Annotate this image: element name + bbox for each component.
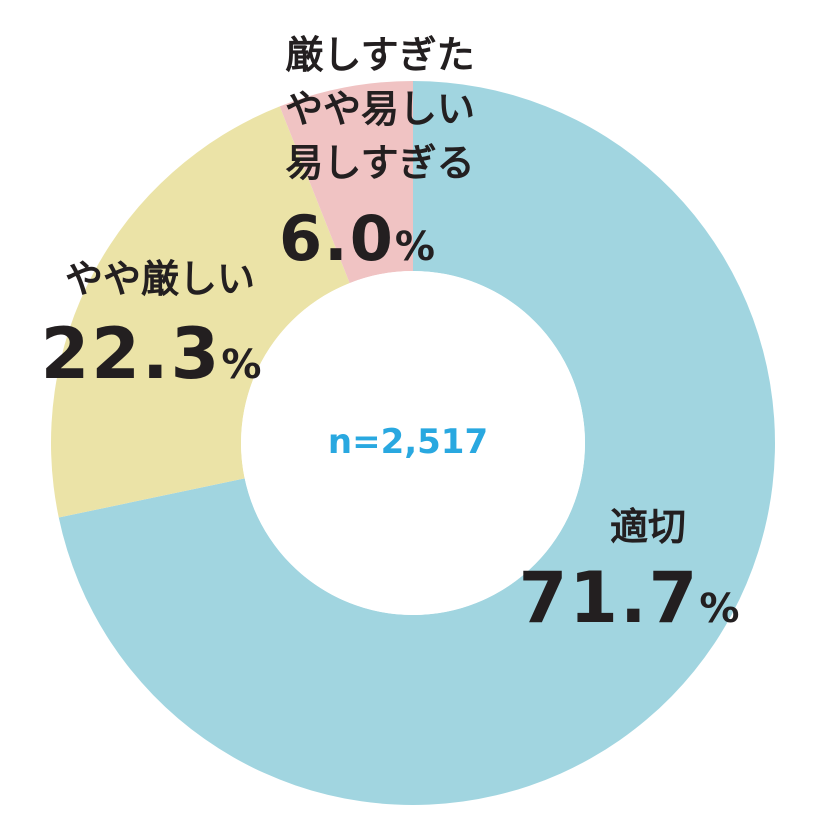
value-number-tekisetsu: 71.7 bbox=[519, 557, 700, 639]
donut-slices bbox=[51, 81, 775, 805]
category-label-other-line2: やや易しい bbox=[285, 87, 475, 131]
slice-yaya-kibishii bbox=[51, 106, 350, 518]
value-number-other: 6.0 bbox=[279, 202, 395, 275]
category-label-other-line1: 厳しすぎた bbox=[285, 33, 474, 77]
value-label-yaya-kibishii: 22.3% bbox=[41, 313, 264, 395]
category-label-tekisetsu: 適切 bbox=[610, 505, 686, 549]
value-label-other: 6.0% bbox=[279, 202, 437, 275]
center-label: n=2,517 bbox=[328, 422, 488, 462]
label-group-yaya-kibishii: やや厳しい 22.3% bbox=[41, 257, 264, 395]
percent-sign-tekisetsu: % bbox=[699, 586, 741, 632]
value-number-yaya-kibishii: 22.3 bbox=[41, 313, 222, 395]
percent-sign-other: % bbox=[395, 224, 437, 270]
percent-sign-yaya-kibishii: % bbox=[221, 342, 263, 388]
slice-tekisetsu bbox=[58, 81, 775, 805]
slice-other bbox=[279, 81, 413, 284]
category-label-yaya-kibishii: やや厳しい bbox=[65, 257, 255, 301]
category-label-other-line3: 易しすぎる bbox=[285, 141, 474, 185]
donut-hole bbox=[241, 271, 585, 615]
label-group-other: 厳しすぎた やや易しい 易しすぎる 6.0% bbox=[279, 33, 475, 275]
label-group-tekisetsu: 適切 71.7% bbox=[519, 505, 742, 639]
value-label-tekisetsu: 71.7% bbox=[519, 557, 742, 639]
